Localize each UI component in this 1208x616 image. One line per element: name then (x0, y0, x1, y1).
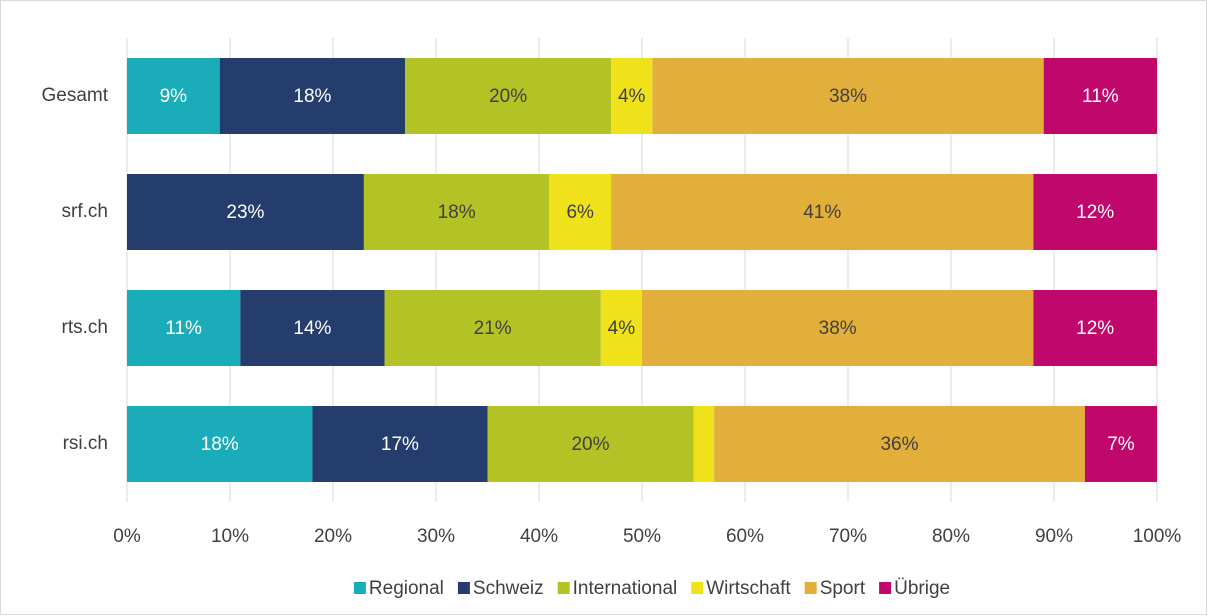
data-label: 36% (880, 434, 918, 455)
legend-label: Regional (369, 578, 444, 599)
x-tick-label: 10% (211, 526, 249, 547)
bar-segment (693, 406, 715, 482)
data-label: 20% (571, 434, 609, 455)
legend-swatch (353, 582, 366, 594)
data-label: 7% (1107, 434, 1135, 455)
bar-segment (127, 58, 220, 134)
legend-swatch (879, 582, 892, 594)
y-tick-label: srf.ch (62, 201, 108, 222)
legend-swatch (804, 582, 817, 594)
data-label: 12% (1076, 318, 1114, 339)
bar-segment (127, 290, 241, 366)
legend-swatch (557, 582, 570, 594)
bar-segment (219, 58, 406, 134)
bar-segment (384, 290, 601, 366)
legend-swatch (691, 582, 704, 594)
data-label: 20% (489, 86, 527, 107)
data-label: 41% (803, 202, 841, 223)
y-tick-label: rsi.ch (63, 433, 108, 454)
x-tick-label: 70% (829, 526, 867, 547)
data-label: 17% (381, 434, 419, 455)
data-label: 11% (165, 318, 202, 339)
x-tick-label: 20% (314, 526, 352, 547)
bar-segment (549, 174, 612, 250)
data-label: 14% (293, 318, 331, 339)
data-label: 12% (1076, 202, 1114, 223)
x-tick-label: 30% (417, 526, 455, 547)
y-tick-label: Gesamt (41, 85, 108, 106)
bar-segment (487, 406, 694, 482)
bar-segment (642, 290, 1034, 366)
x-tick-label: 80% (932, 526, 970, 547)
legend-label: Wirtschaft (706, 578, 791, 599)
x-tick-label: 90% (1035, 526, 1073, 547)
bar-segment (127, 406, 313, 482)
x-tick-label: 50% (623, 526, 661, 547)
data-label: 21% (474, 318, 512, 339)
bar-segment (127, 174, 364, 250)
data-label: 23% (226, 202, 264, 223)
legend-label: Sport (820, 578, 866, 599)
bar-segment (714, 406, 1085, 482)
bar-segment (240, 290, 385, 366)
data-label: 6% (566, 202, 594, 223)
bar-segment (652, 58, 1044, 134)
data-label: 38% (819, 318, 857, 339)
data-label: 18% (201, 434, 239, 455)
bar-segment (1043, 58, 1157, 134)
bar-segment (1033, 174, 1157, 250)
bar-segment (1033, 290, 1157, 366)
data-label: 18% (293, 86, 331, 107)
y-tick-label: rts.ch (62, 317, 108, 338)
bar-segment (611, 174, 1034, 250)
bar-segment (405, 58, 612, 134)
data-label: 38% (829, 86, 867, 107)
x-tick-label: 0% (113, 526, 141, 547)
bar-segment (363, 174, 550, 250)
data-label: 4% (618, 86, 646, 107)
x-tick-label: 40% (520, 526, 558, 547)
bar-segment (1084, 406, 1157, 482)
legend-label: Übrige (894, 578, 950, 599)
x-tick-label: 100% (1133, 526, 1182, 547)
data-label: 9% (160, 86, 188, 107)
x-tick-label: 60% (726, 526, 764, 547)
legend-label: International (573, 578, 678, 599)
data-label: 11% (1082, 86, 1119, 107)
bar-segment (611, 58, 653, 134)
legend-label: Schweiz (473, 578, 544, 599)
legend-swatch (457, 582, 470, 594)
bar-segment (312, 406, 488, 482)
bar-segment (600, 290, 642, 366)
data-label: 4% (608, 318, 636, 339)
data-label: 18% (438, 202, 476, 223)
